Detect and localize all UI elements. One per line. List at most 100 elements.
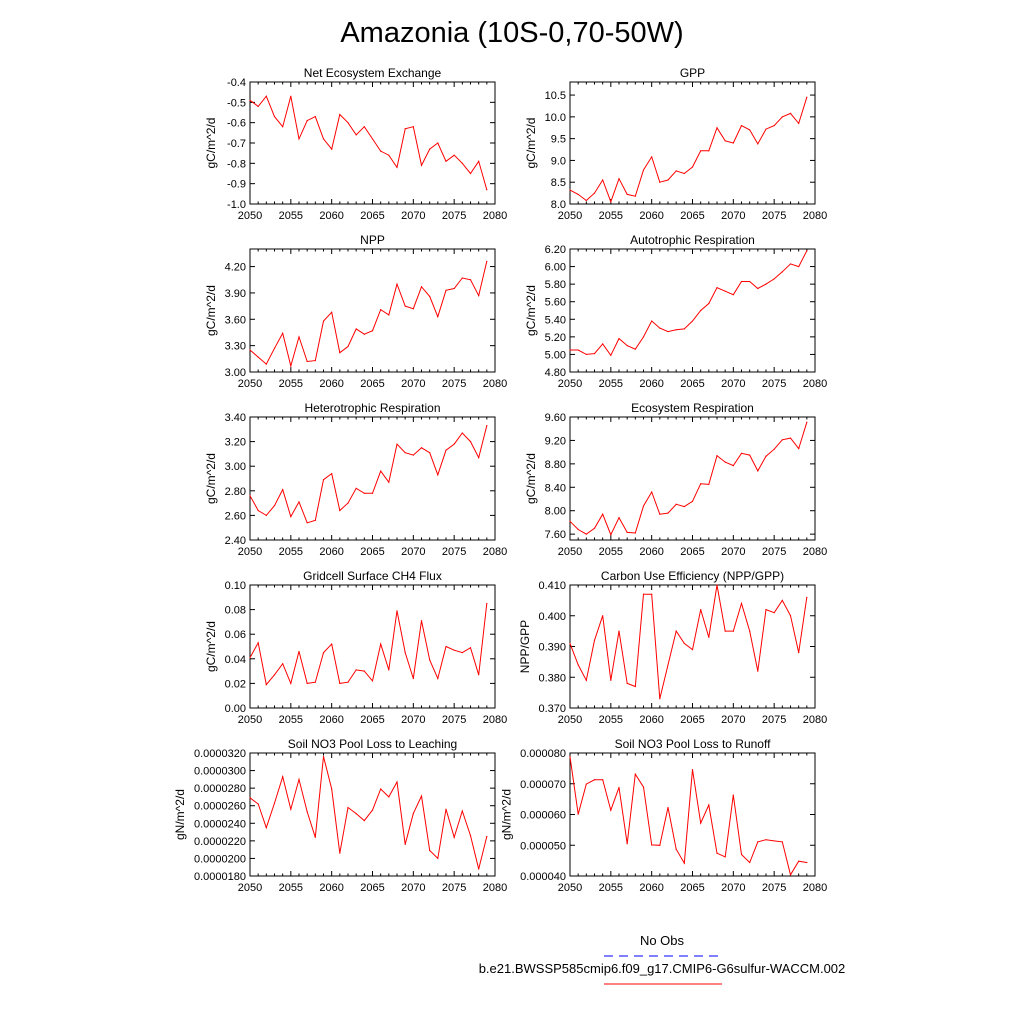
data-point: [593, 779, 596, 781]
data-point: [322, 652, 325, 654]
data-point: [569, 349, 571, 351]
data-point: [773, 278, 775, 280]
chart-panel-4: Autotrophic Respiration 2050 2055 2060 2065 2…: [524, 233, 827, 390]
data-point: [429, 659, 431, 661]
y-tick-label: 0.06: [225, 629, 246, 641]
data-point: [331, 472, 333, 475]
x-tick-label: 2050: [238, 378, 262, 390]
y-axis-label: gC/m^2/d: [524, 453, 538, 504]
data-point: [569, 642, 571, 645]
data-point: [437, 677, 439, 680]
data-point: [380, 309, 382, 311]
data-point: [331, 643, 333, 645]
y-tick-label: 5.00: [545, 349, 566, 361]
data-point: [667, 179, 669, 181]
y-tick-label: 4.80: [545, 367, 566, 379]
data-point: [371, 680, 374, 682]
data-point: [478, 868, 480, 870]
data-point: [355, 813, 357, 815]
data-point: [404, 452, 406, 454]
series-line: [569, 97, 808, 204]
data-point: [683, 862, 685, 864]
data-point: [339, 852, 341, 854]
data-point: [602, 779, 604, 781]
y-tick-label: 10.5: [545, 90, 566, 102]
data-point: [437, 316, 439, 318]
data-point: [659, 513, 661, 515]
data-point: [339, 352, 341, 354]
y-tick-label: 0.0000180: [194, 871, 246, 883]
data-point: [420, 795, 423, 797]
x-tick-label: 2070: [401, 882, 425, 894]
data-point: [626, 682, 628, 685]
y-tick-label: 0.0000220: [194, 836, 246, 848]
data-point: [757, 287, 759, 290]
data-point: [651, 491, 653, 493]
x-tick-label: 2075: [762, 210, 786, 222]
data-point: [396, 781, 398, 783]
data-point: [659, 698, 661, 700]
data-point: [469, 279, 472, 281]
data-point: [388, 154, 390, 156]
x-tick-label: 2065: [360, 882, 384, 894]
data-point: [290, 808, 292, 810]
data-point: [257, 509, 259, 512]
data-point: [437, 474, 439, 476]
x-tick-label: 2070: [721, 546, 745, 558]
data-point: [469, 441, 472, 443]
chart-panel-1: Net Ecosystem Exchange 2050 2055 2060 2065 20…: [204, 66, 507, 222]
data-point: [659, 327, 661, 329]
series-line: [569, 756, 807, 877]
data-point: [404, 128, 406, 130]
data-point: [577, 193, 579, 196]
data-point: [412, 308, 414, 310]
data-point: [314, 681, 316, 683]
data-point: [453, 836, 455, 838]
data-point: [740, 853, 743, 856]
x-tick-label: 2075: [442, 546, 466, 558]
data-point: [461, 432, 463, 434]
y-axis-label: gC/m^2/d: [524, 285, 538, 336]
data-point: [273, 347, 276, 349]
x-tick-label: 2060: [639, 882, 663, 894]
data-point: [716, 584, 718, 586]
series-line: [249, 603, 488, 686]
y-tick-label: -1.0: [227, 199, 246, 211]
data-point: [691, 769, 694, 771]
data-point: [273, 115, 276, 118]
data-point: [651, 593, 653, 595]
data-point: [486, 425, 488, 427]
data-point: [708, 636, 710, 638]
data-point: [420, 447, 423, 449]
plot-frame: [569, 416, 816, 541]
y-tick-label: 8.40: [545, 482, 566, 494]
data-point: [347, 345, 349, 348]
y-axis-label: NPP/GPP: [518, 620, 532, 673]
data-point: [667, 512, 669, 514]
data-point: [749, 454, 751, 456]
data-point: [404, 652, 406, 654]
data-point: [282, 663, 284, 665]
y-tick-label: 2.40: [225, 535, 246, 547]
panel-title: Soil NO3 Pool Loss to Runoff: [615, 737, 772, 751]
data-point: [298, 778, 300, 780]
y-tick-label: 5.40: [545, 314, 566, 326]
y-axis-label: gC/m^2/d: [204, 285, 218, 336]
data-point: [445, 808, 447, 810]
data-point: [249, 99, 251, 101]
chart-panel-8: Carbon Use Efficiency (NPP/GPP) 2050 2055 2…: [518, 569, 827, 726]
data-point: [265, 514, 267, 517]
y-tick-label: -0.4: [227, 77, 246, 89]
x-tick-label: 2080: [803, 546, 827, 558]
x-tick-label: 2075: [762, 714, 786, 726]
chart-panel-6: Ecosystem Respiration 2050 2055 2060 2065 207…: [524, 401, 827, 558]
data-point: [314, 115, 316, 118]
data-point: [298, 336, 300, 338]
panel-title: Net Ecosystem Exchange: [304, 66, 442, 80]
data-point: [257, 356, 259, 358]
panel-title: NPP: [360, 233, 385, 247]
data-point: [404, 305, 406, 307]
data-point: [273, 802, 276, 804]
data-point: [798, 652, 800, 654]
data-point: [371, 809, 374, 811]
